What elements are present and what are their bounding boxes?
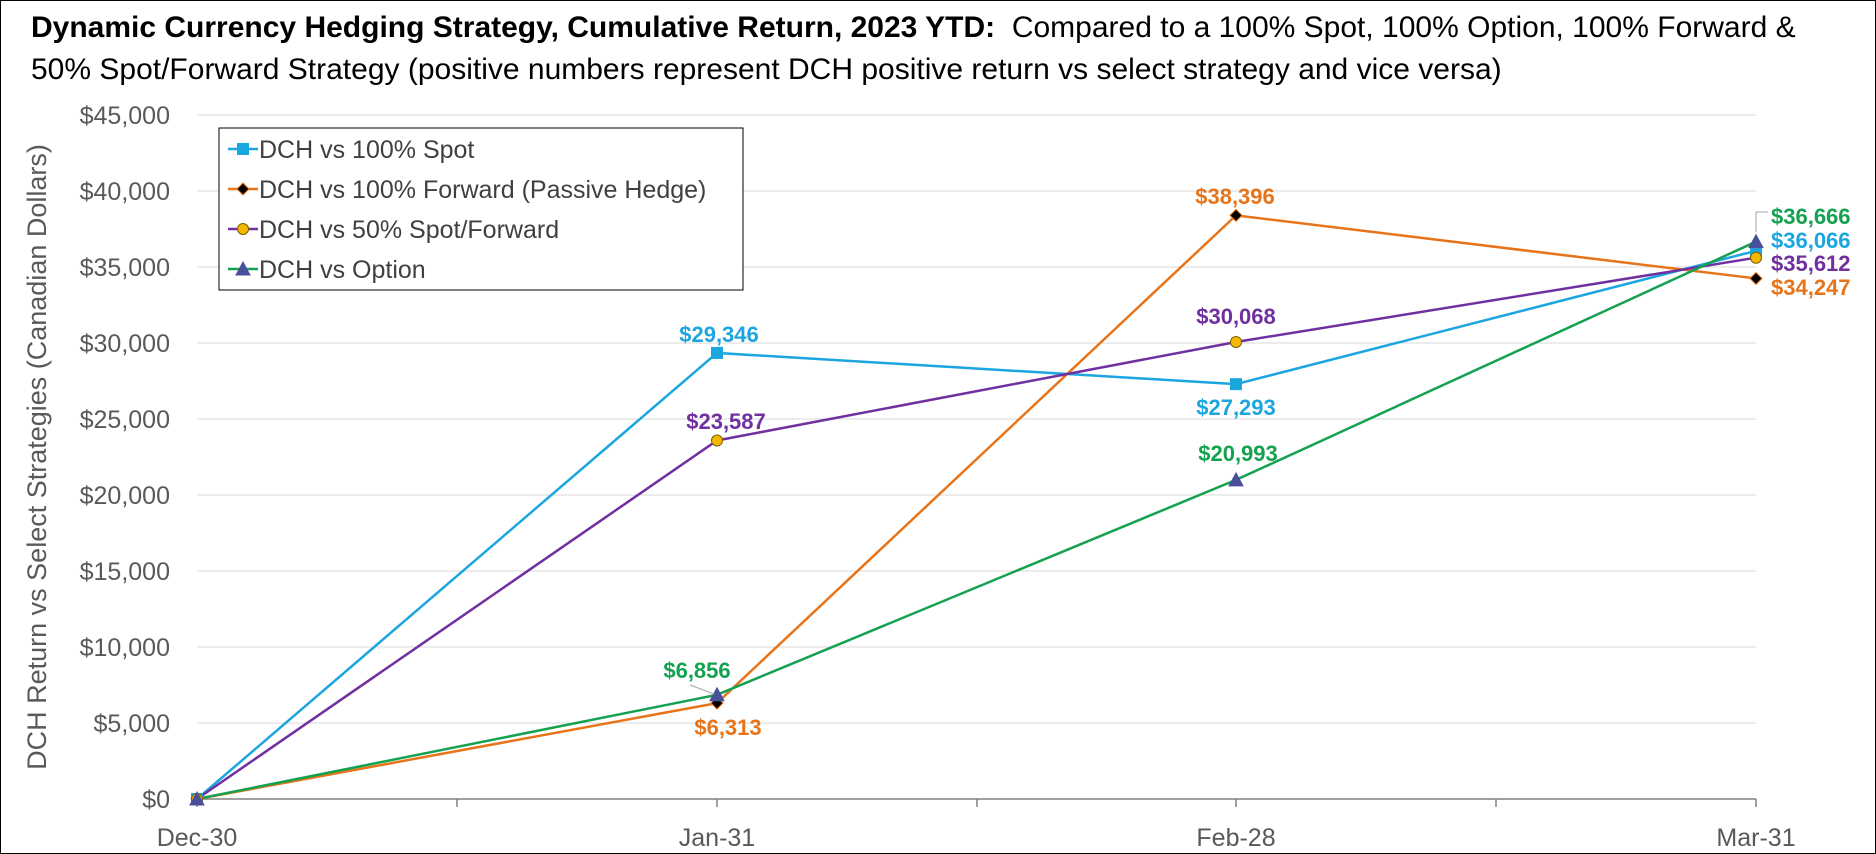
label-leader-line xyxy=(1755,211,1768,232)
y-tick-label: $0 xyxy=(142,786,170,814)
x-tick-label: Mar-31 xyxy=(1716,824,1795,852)
data-label: $6,856 xyxy=(663,658,730,683)
label-leader-line xyxy=(689,684,715,695)
legend-marker xyxy=(235,260,251,276)
x-tick-label: Jan-31 xyxy=(679,824,755,852)
y-tick-label: $40,000 xyxy=(80,178,170,206)
data-label: $6,313 xyxy=(694,715,761,740)
data-point xyxy=(1230,335,1242,348)
data-label: $30,068 xyxy=(1196,304,1276,329)
data-label: $27,293 xyxy=(1196,395,1276,420)
data-label: $23,587 xyxy=(686,409,766,434)
data-point xyxy=(1229,208,1243,223)
legend-label: DCH vs 50% Spot/Forward xyxy=(259,216,559,244)
data-point xyxy=(1748,233,1764,249)
data-point xyxy=(1749,271,1763,286)
y-tick-label: $45,000 xyxy=(80,102,170,130)
y-tick-label: $5,000 xyxy=(94,710,170,738)
legend-label: DCH vs Option xyxy=(259,256,426,284)
legend-label: DCH vs 100% Forward (Passive Hedge) xyxy=(259,176,706,204)
y-tick-label: $15,000 xyxy=(80,558,170,586)
data-point xyxy=(1230,378,1242,391)
data-point xyxy=(711,346,723,359)
legend-marker xyxy=(237,143,249,155)
data-label: $35,612 xyxy=(1771,251,1851,276)
x-tick-label: Dec-30 xyxy=(157,824,238,852)
data-label: $34,247 xyxy=(1771,275,1851,300)
series-line xyxy=(196,256,1757,801)
chart-subtitle: Compared to a 100% Spot, 100% Option, 10… xyxy=(31,11,1796,86)
y-tick-label: $10,000 xyxy=(80,634,170,662)
data-label: $38,396 xyxy=(1195,184,1275,209)
y-axis-title: DCH Return vs Select Strategies (Canadia… xyxy=(22,144,52,770)
legend-marker xyxy=(237,223,249,235)
y-tick-label: $20,000 xyxy=(80,482,170,510)
legend-box xyxy=(218,127,744,291)
data-point xyxy=(711,434,723,447)
chart-title: Dynamic Currency Hedging Strategy, Cumul… xyxy=(31,7,1861,91)
data-point xyxy=(1750,251,1762,264)
data-label: $36,666 xyxy=(1771,204,1851,229)
data-label: $20,993 xyxy=(1198,441,1278,466)
chart-title-bold: Dynamic Currency Hedging Strategy, Cumul… xyxy=(31,11,996,44)
data-point xyxy=(1228,471,1244,487)
data-point xyxy=(709,686,725,702)
series-line xyxy=(196,249,1757,800)
y-tick-label: $30,000 xyxy=(80,330,170,358)
series-line xyxy=(196,240,1757,801)
y-tick-label: $35,000 xyxy=(80,254,170,282)
series-line xyxy=(196,214,1757,801)
x-tick-label: Feb-28 xyxy=(1196,824,1275,852)
data-label: $36,066 xyxy=(1771,228,1851,253)
data-label: $29,346 xyxy=(679,322,759,347)
legend-marker xyxy=(236,182,250,196)
legend-label: DCH vs 100% Spot xyxy=(259,136,474,164)
data-point xyxy=(189,790,205,806)
y-tick-label: $25,000 xyxy=(80,406,170,434)
